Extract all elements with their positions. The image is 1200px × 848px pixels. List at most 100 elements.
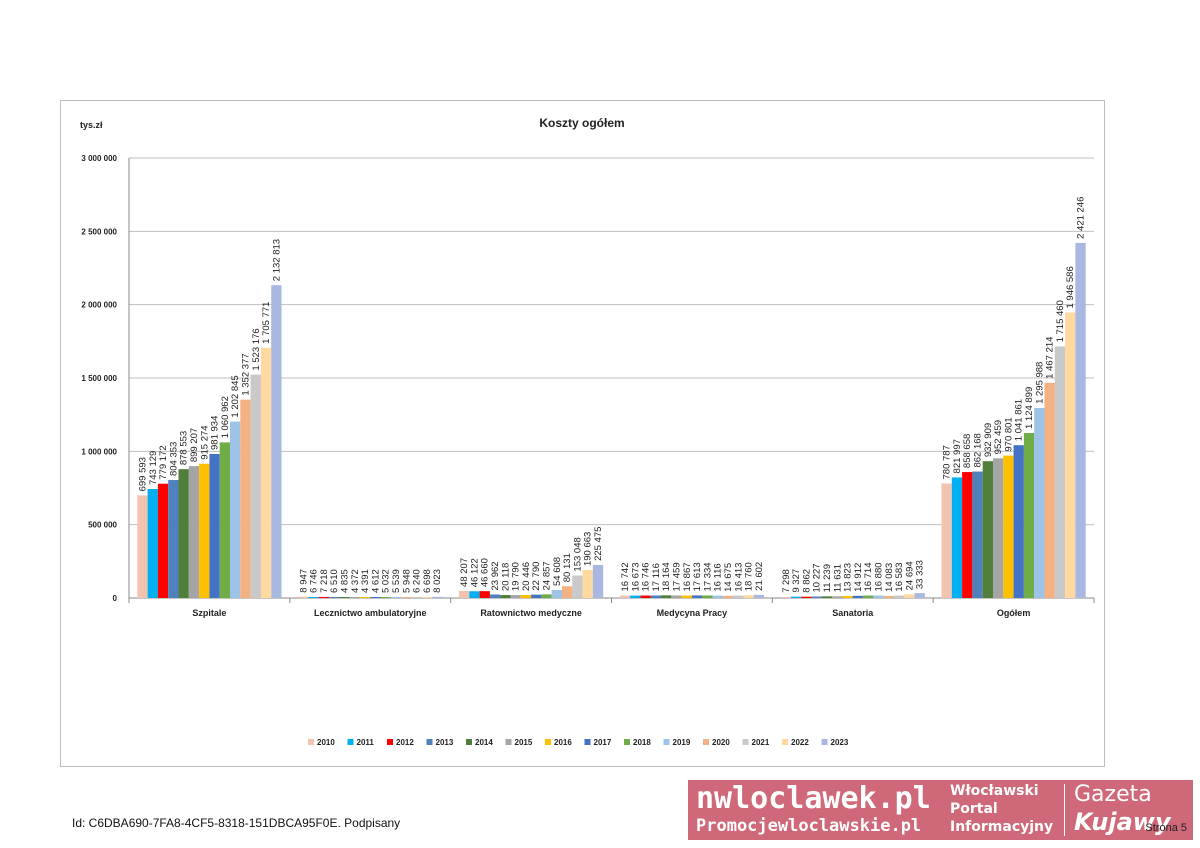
- bar-2011-5: [951, 477, 963, 598]
- y-axis-label: tys.zł: [80, 120, 103, 130]
- y-tick-label: 500 000: [88, 521, 117, 530]
- bar-2016-2: [520, 595, 532, 598]
- bar-2023-5: [1075, 242, 1086, 599]
- data-label: 878 553: [179, 431, 190, 465]
- data-label: 6 746: [309, 569, 320, 593]
- data-label: 699 593: [137, 457, 148, 491]
- legend-swatch: [308, 739, 314, 745]
- bar-2022-3: [743, 595, 754, 598]
- legend-swatch: [466, 739, 472, 745]
- bar-2016-0: [199, 463, 210, 598]
- data-label: 16 673: [630, 562, 641, 591]
- data-label: 18 760: [744, 562, 755, 591]
- watermark-portal-line-3: Informacyjny: [950, 819, 1054, 835]
- bar-2017-2: [531, 594, 542, 598]
- bar-2012-0: [157, 483, 169, 598]
- bar-2019-2: [551, 589, 562, 598]
- legend-swatch: [742, 739, 749, 745]
- data-label: 16 583: [894, 563, 905, 592]
- data-label: 16 746: [641, 562, 652, 591]
- data-label: 24 694: [904, 561, 915, 590]
- data-label: 6 240: [412, 569, 423, 593]
- legend-swatch: [663, 739, 670, 745]
- legend-swatch: [782, 739, 788, 745]
- data-label: 23 962: [490, 561, 501, 590]
- data-label: 46 122: [469, 558, 480, 587]
- bar-2022-1: [421, 597, 433, 598]
- watermark-gazeta-line-1: Gazeta: [1074, 782, 1152, 807]
- data-label: 16 714: [863, 562, 874, 591]
- legend-label: 2016: [554, 738, 572, 747]
- data-label: 19 790: [511, 562, 522, 591]
- data-label: 16 867: [682, 562, 693, 591]
- data-label: 1 705 771: [261, 302, 272, 344]
- bar-2012-1: [318, 596, 330, 598]
- y-tick-label: 1 000 000: [81, 447, 117, 456]
- category-label: Lecznictwo ambulatoryjne: [314, 608, 427, 618]
- bar-2015-1: [349, 597, 360, 598]
- legend-label: 2022: [791, 738, 809, 747]
- data-label: 16 116: [713, 563, 724, 591]
- data-label: 4 835: [340, 569, 351, 593]
- bar-2013-3: [650, 595, 662, 598]
- data-label: 16 413: [733, 563, 744, 592]
- data-label: 4 391: [360, 569, 371, 593]
- data-label: 6 698: [422, 569, 433, 593]
- bar-2023-0: [271, 285, 282, 598]
- bar-2013-2: [489, 594, 501, 598]
- bar-2012-3: [640, 595, 651, 598]
- bar-2021-1: [411, 597, 422, 598]
- bar-2016-1: [359, 597, 371, 598]
- data-label: 20 446: [521, 562, 532, 591]
- bar-2023-1: [432, 596, 443, 598]
- bar-2018-4: [863, 595, 874, 598]
- bar-2019-1: [390, 597, 402, 598]
- bar-chart: Koszty ogółem tys.zł 0 500 000 1 000 000 1 50…: [80, 116, 1095, 747]
- legend-swatch: [584, 739, 591, 745]
- bar-2023-2: [592, 564, 604, 598]
- data-label: 7 298: [781, 569, 792, 593]
- document-id-footer: Id: C6DBA690-7FA8-4CF5-8318-151DBCA95F0E…: [72, 816, 401, 830]
- bar-2010-2: [458, 590, 470, 598]
- data-label: 862 168: [973, 433, 984, 467]
- bar-2013-4: [811, 596, 822, 598]
- category-label: Sanatoria: [832, 608, 874, 618]
- data-label: 11 239: [822, 564, 833, 592]
- bar-2016-3: [681, 595, 692, 598]
- watermark-logo-main: nwloclawek.pl: [696, 781, 931, 816]
- data-label: 16 742: [620, 562, 631, 591]
- bar-2019-5: [1034, 407, 1045, 598]
- data-label: 22 790: [531, 562, 542, 591]
- data-label: 821 997: [952, 439, 963, 473]
- chart-title: Koszty ogółem: [539, 116, 624, 130]
- data-label: 17 459: [671, 562, 682, 591]
- legend-swatch: [545, 739, 551, 745]
- legend-label: 2011: [357, 738, 375, 747]
- data-label: 858 658: [962, 434, 973, 468]
- bar-2013-0: [168, 480, 179, 598]
- data-label: 16 880: [874, 562, 885, 591]
- data-label: 14 912: [853, 563, 864, 592]
- bar-2021-4: [893, 595, 905, 598]
- legend-label: 2015: [515, 738, 533, 747]
- legend-label: 2017: [594, 738, 612, 747]
- watermark-portal-text: Włocławski Portal Informacyjny: [950, 782, 1053, 836]
- site-watermark-banner[interactable]: nwloclawek.pl Promocjewloclawskie.pl Wło…: [688, 780, 1193, 840]
- bar-2014-4: [821, 596, 833, 598]
- data-label: 1 124 899: [1024, 387, 1035, 429]
- data-label: 1 946 586: [1065, 266, 1076, 308]
- data-label: 7 218: [319, 569, 330, 593]
- bar-2011-3: [630, 595, 641, 598]
- data-label: 190 663: [583, 532, 594, 566]
- bar-2020-2: [561, 586, 573, 598]
- bar-2011-0: [147, 489, 158, 598]
- bar-2020-4: [883, 595, 894, 598]
- bar-2012-2: [479, 591, 490, 598]
- chart-container: Koszty ogółem tys.zł 0 500 000 1 000 000 1 50…: [60, 100, 1105, 767]
- legend-label: 2013: [436, 738, 454, 747]
- category-label: Ogółem: [997, 608, 1031, 618]
- data-label: 780 787: [942, 445, 953, 479]
- bar-2012-4: [801, 596, 812, 598]
- data-label: 10 227: [812, 563, 823, 592]
- bar-2010-5: [941, 483, 952, 598]
